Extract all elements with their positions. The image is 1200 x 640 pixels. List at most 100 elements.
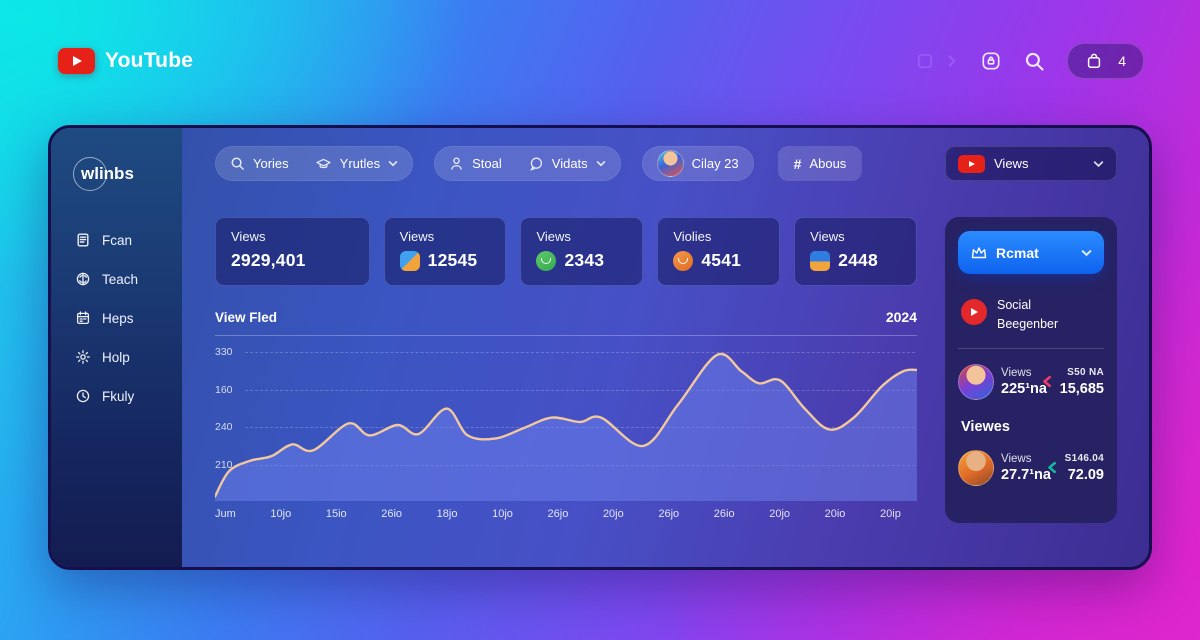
graduation-cap-icon xyxy=(315,156,332,171)
logo-ring xyxy=(73,157,107,191)
stat-card-5: Views 2448 xyxy=(794,217,918,286)
staff-label: Stoal xyxy=(472,156,502,171)
stat-card-2: Views 12545 xyxy=(383,217,507,286)
row-value: 27.7¹na xyxy=(1001,466,1051,483)
search-icon[interactable] xyxy=(1024,51,1045,72)
chat-bubble-icon xyxy=(528,156,544,172)
sidebar-item-fcan[interactable]: Fcan xyxy=(75,232,182,248)
sidebar-item-fkuly[interactable]: Fkuly xyxy=(75,388,182,404)
chevron-down-icon xyxy=(596,160,606,167)
person-icon xyxy=(449,156,464,171)
folder-icon xyxy=(810,250,831,271)
stat-label: Violies xyxy=(673,229,712,244)
youtube-brand[interactable]: YouTube xyxy=(58,48,193,74)
messages-label: Vidats xyxy=(551,156,588,171)
stat-card-3: Views 2343 xyxy=(520,217,644,286)
chart-title: View Fled xyxy=(215,309,278,325)
y-tick-label: 210 xyxy=(215,458,233,471)
top-bar: YouTube 4 xyxy=(58,42,1144,80)
puzzle-icon xyxy=(399,250,420,271)
sidebar-item-label: Heps xyxy=(102,310,134,326)
sidebar-logo: wlinbs xyxy=(73,157,134,191)
sidebar-item-teach[interactable]: Teach xyxy=(75,271,182,287)
rcmat-label: Rcmat xyxy=(996,244,1039,261)
panel-row-1[interactable]: Views 225¹na S50 NA 15,685 xyxy=(958,363,1104,400)
avatar xyxy=(958,449,994,486)
gridline xyxy=(245,389,915,391)
row-label: Views xyxy=(1001,366,1032,379)
chart-line xyxy=(215,352,917,498)
staff-messages-pill[interactable]: Stoal Vidats xyxy=(434,146,621,181)
social-line2: Beegenber xyxy=(997,316,1059,331)
avatar xyxy=(656,150,684,177)
row-right-top: S50 NA xyxy=(1067,366,1104,378)
x-tick-label: 20jo xyxy=(769,508,790,520)
search-category-pill[interactable]: Yories Yrutles xyxy=(215,146,414,181)
green-smiley-icon xyxy=(536,250,557,271)
panel-row-2[interactable]: Views 27.7¹na S146.04 72.09 xyxy=(958,449,1104,486)
stat-value: 2343 xyxy=(564,250,605,270)
cart-button[interactable]: 4 xyxy=(1067,43,1144,79)
views-dropdown[interactable]: Views xyxy=(945,146,1117,181)
social-text: Social Beegenber xyxy=(997,296,1058,334)
file-lines-icon xyxy=(75,232,91,248)
chevron-down-icon xyxy=(388,160,398,167)
crown-icon xyxy=(971,247,987,259)
sidebar-item-label: Fkuly xyxy=(102,388,135,404)
faint-chevron-icon xyxy=(948,55,956,67)
user-chip-label: Cilay 23 xyxy=(691,156,739,171)
social-row[interactable]: Social Beegenber xyxy=(958,296,1104,334)
sidebar-item-heps[interactable]: Heps xyxy=(75,310,182,326)
stat-label: Views xyxy=(536,229,571,244)
sidebar-item-label: Holp xyxy=(102,349,130,365)
chart-plot: 330 160 240 210 xyxy=(215,344,917,501)
stat-card-total-views: Views 2929,401 xyxy=(215,217,370,286)
stat-label: Views xyxy=(231,229,266,244)
viewes-section-label: Viewes xyxy=(961,418,1010,435)
orange-smiley-icon xyxy=(673,250,694,271)
gridline xyxy=(245,352,915,353)
chevron-down-icon xyxy=(1081,249,1092,257)
y-tick-label: 330 xyxy=(215,346,233,358)
stat-label: Views xyxy=(399,229,435,244)
shopping-bag-icon xyxy=(1088,53,1101,68)
app-card: wlinbs Fcan Teach Heps Holp xyxy=(48,125,1152,570)
panel-divider xyxy=(958,347,1104,349)
row-label: Views xyxy=(1001,452,1032,465)
sidebar-item-label: Teach xyxy=(102,271,139,287)
avatar xyxy=(958,363,994,400)
x-tick-label: 10jo xyxy=(492,508,513,520)
y-tick-label: 160 xyxy=(215,383,233,396)
x-tick-label: 20jo xyxy=(602,508,624,520)
filter-bar: Yories Yrutles Stoal Vidats xyxy=(215,146,1117,181)
x-tick-label: 15io xyxy=(325,508,347,520)
x-tick-label: 18jo xyxy=(436,508,458,520)
gear-icon xyxy=(75,349,91,365)
sidebar-item-holp[interactable]: Holp xyxy=(75,349,182,365)
sidebar-item-label: Fcan xyxy=(102,232,133,248)
chart-divider xyxy=(215,335,917,336)
x-tick-label: 10jo xyxy=(270,508,292,520)
search-icon xyxy=(230,156,245,171)
chat-badge-icon[interactable] xyxy=(980,50,1002,72)
user-chip[interactable]: Cilay 23 xyxy=(641,146,754,181)
x-tick-label: Jum xyxy=(215,508,236,520)
hash-icon: # xyxy=(793,155,802,172)
about-button[interactable]: # Abous xyxy=(777,146,863,181)
brand-name: YouTube xyxy=(105,49,194,72)
chevron-left-icon xyxy=(1046,461,1058,474)
messages-segment[interactable]: Vidats xyxy=(528,156,606,172)
category-label: Yrutles xyxy=(339,156,381,171)
rcmat-button[interactable]: Rcmat xyxy=(958,231,1104,274)
calendar-icon xyxy=(75,310,91,326)
youtube-dot-icon xyxy=(961,299,987,325)
chevron-down-icon xyxy=(1093,160,1104,168)
stat-value: 4541 xyxy=(701,250,742,270)
views-dropdown-label: Views xyxy=(994,156,1029,171)
cart-count: 4 xyxy=(1118,53,1126,69)
views-area-chart xyxy=(215,352,917,501)
x-tick-label: 26jo xyxy=(658,508,680,520)
faint-square-icon xyxy=(918,53,933,69)
category-segment[interactable]: Yrutles xyxy=(315,156,398,171)
